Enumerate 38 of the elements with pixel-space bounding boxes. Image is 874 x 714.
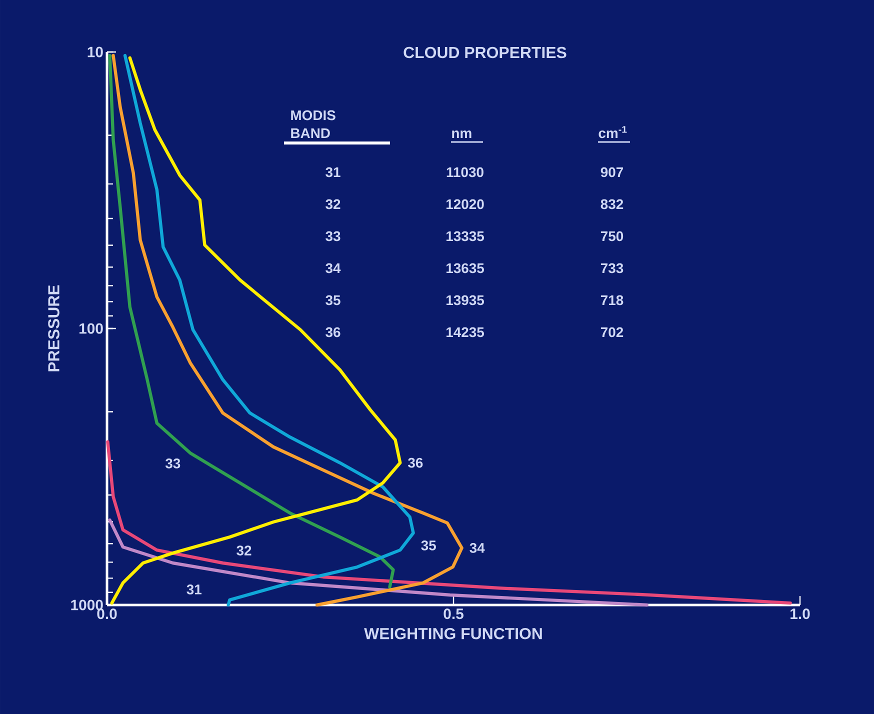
annotation: 733 xyxy=(600,263,624,274)
annotation: 702 xyxy=(600,327,624,338)
series-label: 31 xyxy=(186,584,202,594)
series-label: 36 xyxy=(408,458,423,468)
annotation: 718 xyxy=(600,295,624,306)
annotation: 750 xyxy=(600,231,624,242)
series-label: 35 xyxy=(421,540,436,550)
x-tick-label: 1.0 xyxy=(790,608,810,620)
annotation: 13635 xyxy=(446,263,484,274)
x-tick-label: 0.5 xyxy=(444,608,464,620)
y-tick-label: 1000 xyxy=(71,600,103,610)
annotation: 36 xyxy=(326,327,340,338)
annotation: 14235 xyxy=(446,327,484,338)
line-series xyxy=(108,518,648,607)
annotation: 34 xyxy=(326,263,341,274)
y-tick-label: 10 xyxy=(88,46,103,58)
annotation: MODIS BAND xyxy=(291,110,336,138)
y-axis-title: PRESSURE xyxy=(48,285,60,372)
annotation: 907 xyxy=(600,167,624,178)
series-label: 33 xyxy=(165,458,180,468)
series-label: 32 xyxy=(236,546,252,556)
annotation: cm$^{-1}$ xyxy=(598,126,627,138)
chart-title: CLOUD PROPERTIES xyxy=(404,46,566,58)
x-axis-title: WEIGHTING FUNCTION xyxy=(364,628,542,640)
annotation: 31 xyxy=(326,167,340,178)
annotation: nm xyxy=(452,130,472,138)
annotation: 13935 xyxy=(446,295,484,306)
annotation: 32 xyxy=(326,199,340,210)
y-tick-label: 100 xyxy=(79,323,103,334)
annotation: 832 xyxy=(600,199,624,210)
x-tick-label: 0.0 xyxy=(97,608,117,620)
line-series xyxy=(106,440,792,605)
annotation: 35 xyxy=(326,295,340,306)
annotation: 11030 xyxy=(446,167,484,178)
annotation: 13335 xyxy=(446,231,484,242)
annotation: 12020 xyxy=(446,199,484,210)
series-label: 34 xyxy=(470,543,485,553)
annotation: 33 xyxy=(326,231,340,242)
